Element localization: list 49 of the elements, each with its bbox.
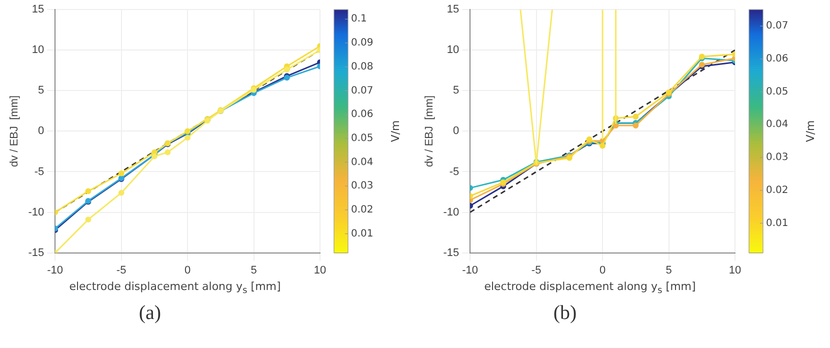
- y-tick-label: -10: [28, 206, 44, 218]
- color-bar-label: 0.01: [351, 228, 374, 240]
- x-tick-label: -5: [116, 264, 126, 276]
- y-tick-label: -5: [34, 166, 44, 178]
- color-bar-label: 0.06: [766, 53, 788, 64]
- x-tick-label: 5: [250, 264, 257, 276]
- x-axis-title: electrode displacement along y$_{s}$ [mm]: [483, 280, 697, 296]
- color-bar-label: 0.05: [766, 86, 788, 98]
- text: (b): [552, 302, 578, 325]
- color-bar-label: 0.02: [351, 204, 374, 216]
- x-tick-label: 10: [314, 264, 326, 276]
- x-tick-label: 10: [728, 264, 742, 276]
- x-tick-label: -10: [47, 264, 64, 276]
- color-bar-label: 0.07: [351, 85, 374, 96]
- y-tick-label: -15: [443, 246, 460, 259]
- y-tick-label: 10: [446, 44, 460, 56]
- y-tick-label: 10: [32, 44, 44, 56]
- text: (a): [138, 302, 162, 325]
- color-bar-label: 0.04: [766, 119, 788, 130]
- color-bar-label: 0.02: [766, 184, 788, 196]
- color-bar-label: 0.07: [766, 20, 788, 32]
- x-axis-title: electrode displacement along y$_{s}$ [mm]: [68, 280, 282, 296]
- y-axis-title: dv / EBJ [mm]: [424, 95, 436, 167]
- y-tick-label: 5: [452, 84, 460, 97]
- color-bar-title: V/m: [388, 120, 402, 142]
- y-tick-label: 0: [38, 125, 44, 138]
- color-bar-label: 0.08: [351, 61, 374, 72]
- color-bar-label: 0.03: [766, 152, 788, 164]
- color-bar-label: 0.1: [351, 14, 367, 25]
- color-bar-label: 0.01: [766, 218, 788, 229]
- color-bar-label: 0.09: [351, 38, 374, 49]
- y-tick-label: 0: [452, 125, 460, 138]
- y-tick-label: -15: [28, 246, 44, 259]
- color-bar-title: V/m: [804, 120, 817, 142]
- color-bar-label: 0.04: [351, 156, 374, 168]
- x-tick-label: -10: [462, 264, 478, 276]
- y-axis-title: dv / EBJ [mm]: [8, 95, 21, 167]
- x-tick-label: 0: [184, 264, 191, 276]
- color-bar-label: 0.03: [351, 180, 374, 192]
- color-bar-label: 0.06: [351, 109, 374, 120]
- color-bar-label: 0.05: [351, 132, 374, 144]
- x-tick-label: -5: [531, 264, 542, 276]
- y-tick-label: -10: [443, 206, 460, 218]
- y-tick-label: -5: [449, 166, 460, 178]
- x-tick-label: 0: [599, 264, 606, 276]
- y-tick-label: 15: [32, 4, 44, 16]
- y-tick-label: 5: [38, 84, 44, 97]
- y-tick-label: 15: [446, 4, 460, 16]
- x-tick-label: 5: [666, 264, 672, 276]
